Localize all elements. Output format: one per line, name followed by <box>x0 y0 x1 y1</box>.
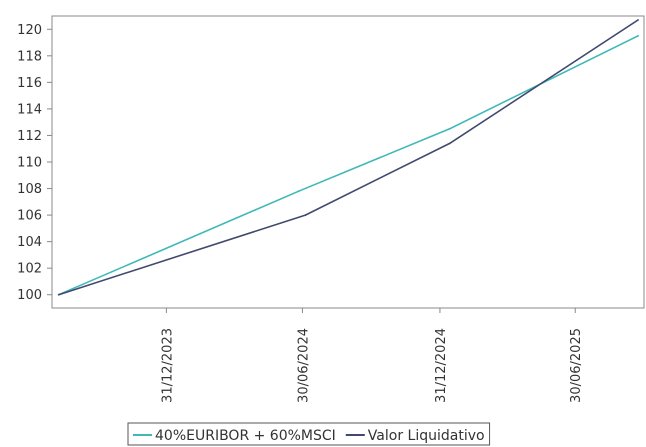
data-point <box>304 214 307 216</box>
x-axis: 31/12/2023 30/06/2024 31/12/2024 30/06/2025 <box>160 308 584 403</box>
data-point <box>57 293 60 296</box>
data-point <box>637 19 639 21</box>
y-tick-label: 108 <box>17 182 42 197</box>
legend-label: Valor Liquidativo <box>368 428 485 444</box>
y-axis: 100 102 104 106 108 110 112 114 116 118 120 <box>17 23 52 303</box>
data-point <box>297 190 300 193</box>
legend-box <box>127 422 491 446</box>
y-tick-label: 118 <box>17 49 42 64</box>
y-tick-label: 104 <box>17 235 42 250</box>
y-tick-label: 114 <box>17 102 42 117</box>
legend-label: 40%EURIBOR + 60%MSCI <box>155 428 336 444</box>
data-point <box>448 127 451 130</box>
data-point <box>448 142 451 145</box>
y-tick-label: 106 <box>17 209 42 224</box>
legend: 40%EURIBOR + 60%MSCI Valor Liquidativo <box>127 422 491 446</box>
series-line <box>58 35 639 296</box>
y-tick-label: 100 <box>17 288 42 303</box>
data-point <box>637 35 639 37</box>
series-line <box>58 19 639 296</box>
y-tick-label: 120 <box>17 23 42 38</box>
x-tick-label: 31/12/2024 <box>434 328 449 403</box>
y-tick-label: 110 <box>17 156 42 171</box>
plot-area-border <box>51 15 645 309</box>
x-tick-label: 31/12/2023 <box>160 328 175 403</box>
x-tick-label: 30/06/2025 <box>569 328 584 403</box>
y-tick-label: 102 <box>17 262 42 277</box>
series-lines <box>57 19 639 296</box>
y-tick-label: 112 <box>17 129 42 144</box>
x-tick-label: 30/06/2024 <box>296 328 311 403</box>
y-tick-label: 116 <box>17 76 42 91</box>
